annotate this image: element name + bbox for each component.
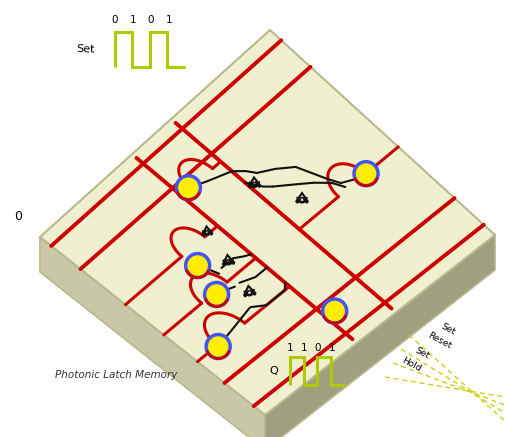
Circle shape — [185, 253, 209, 277]
Text: Set: Set — [412, 346, 430, 361]
Text: Reset: Reset — [425, 331, 452, 351]
Text: 0: 0 — [148, 15, 154, 25]
Circle shape — [176, 176, 200, 200]
Circle shape — [322, 299, 346, 323]
Text: Set: Set — [76, 44, 95, 54]
Text: Hold: Hold — [399, 356, 421, 374]
Circle shape — [206, 334, 230, 358]
Text: 1: 1 — [328, 343, 334, 353]
Text: 1: 1 — [129, 15, 136, 25]
Text: Q: Q — [269, 366, 277, 376]
Text: 1: 1 — [165, 15, 172, 25]
Circle shape — [353, 162, 377, 186]
Circle shape — [204, 282, 228, 306]
Text: 1: 1 — [300, 343, 307, 353]
Polygon shape — [40, 30, 494, 415]
Text: Set: Set — [438, 322, 456, 336]
Text: 1: 1 — [286, 343, 293, 353]
Text: Photonic Latch Memory: Photonic Latch Memory — [55, 370, 177, 380]
Polygon shape — [40, 237, 265, 437]
Text: 0: 0 — [314, 343, 321, 353]
Polygon shape — [265, 235, 494, 437]
Text: 0: 0 — [14, 211, 22, 223]
Text: 0: 0 — [111, 15, 118, 25]
